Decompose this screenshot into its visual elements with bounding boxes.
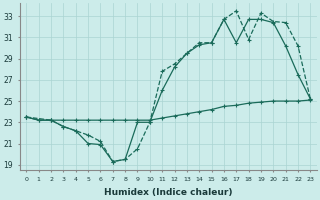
X-axis label: Humidex (Indice chaleur): Humidex (Indice chaleur): [104, 188, 233, 197]
